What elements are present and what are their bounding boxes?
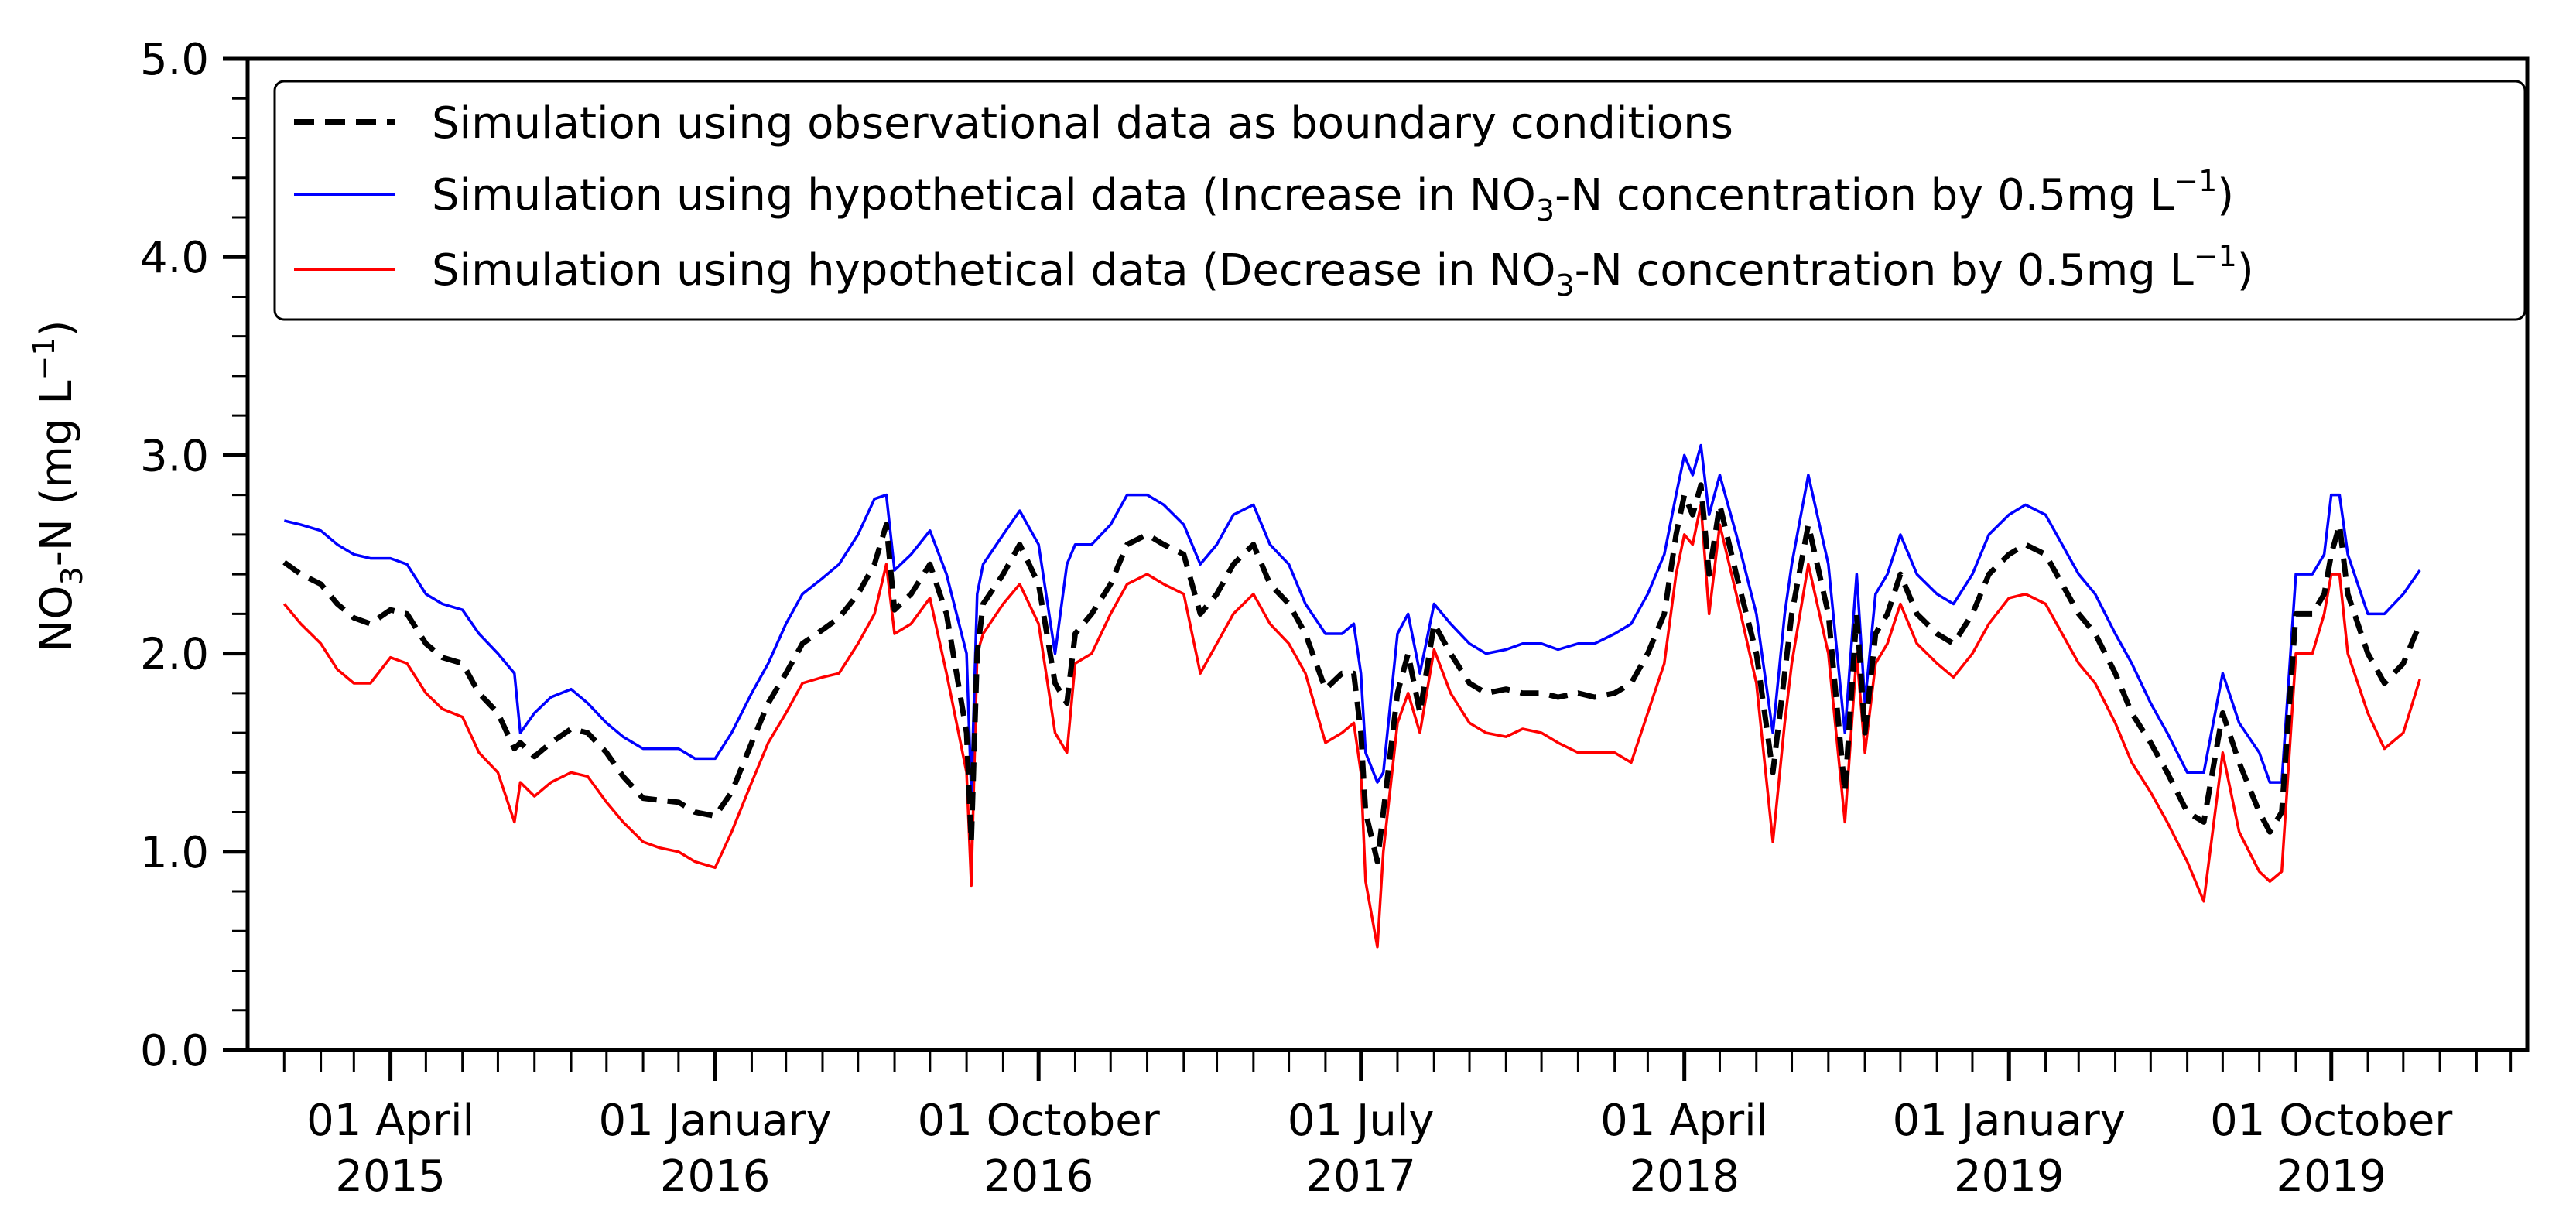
x-tick-label-line1: 01 April	[306, 1096, 474, 1146]
plot-frame	[245, 56, 2530, 1052]
x-tick-label-line2: 2018	[1629, 1151, 1740, 1202]
x-tick-label-line1: 01 October	[918, 1096, 1161, 1146]
x-tick-label-line1: 01 January	[1893, 1096, 2126, 1146]
x-tick-label-line1: 01 January	[598, 1096, 831, 1146]
y-tick-label: 0.0	[140, 1026, 209, 1076]
x-tick-label-line2: 2015	[335, 1151, 446, 1202]
x-tick-label-line2: 2016	[984, 1151, 1094, 1202]
y-tick-label: 5.0	[140, 35, 209, 85]
x-tick-label-line1: 01 July	[1288, 1096, 1435, 1146]
series-line-decrease	[282, 503, 2421, 949]
x-tick-label-line2: 2019	[2276, 1151, 2386, 1202]
x-tick-label-line2: 2016	[660, 1151, 771, 1202]
y-tick-label: 3.0	[140, 431, 209, 481]
y-tick-label: 1.0	[140, 828, 209, 878]
y-axis-label: NO3-N (mg L−1)	[27, 320, 89, 652]
legend-label-increase: Simulation using hypothetical data (Incr…	[432, 164, 2234, 227]
x-tick-label-line1: 01 October	[2210, 1096, 2453, 1146]
series-line-increase	[283, 443, 2421, 794]
y-tick-label: 4.0	[140, 233, 209, 283]
series-line-observed	[282, 482, 2423, 865]
legend-label-observed: Simulation using observational data as b…	[432, 98, 1733, 149]
legend-label-decrease: Simulation using hypothetical data (Decr…	[432, 239, 2254, 303]
x-tick-label-line1: 01 April	[1600, 1096, 1768, 1146]
x-tick-label-line2: 2017	[1305, 1151, 1416, 1202]
series-group	[282, 443, 2423, 949]
legend: Simulation using observational data as b…	[273, 80, 2526, 321]
legend-box	[273, 80, 2526, 321]
x-tick-label-line2: 2019	[1954, 1151, 2065, 1202]
y-tick-label: 2.0	[140, 630, 209, 680]
y-axis: 0.0 1.0 2.0 3.0 4.0 5.0	[140, 35, 248, 1076]
